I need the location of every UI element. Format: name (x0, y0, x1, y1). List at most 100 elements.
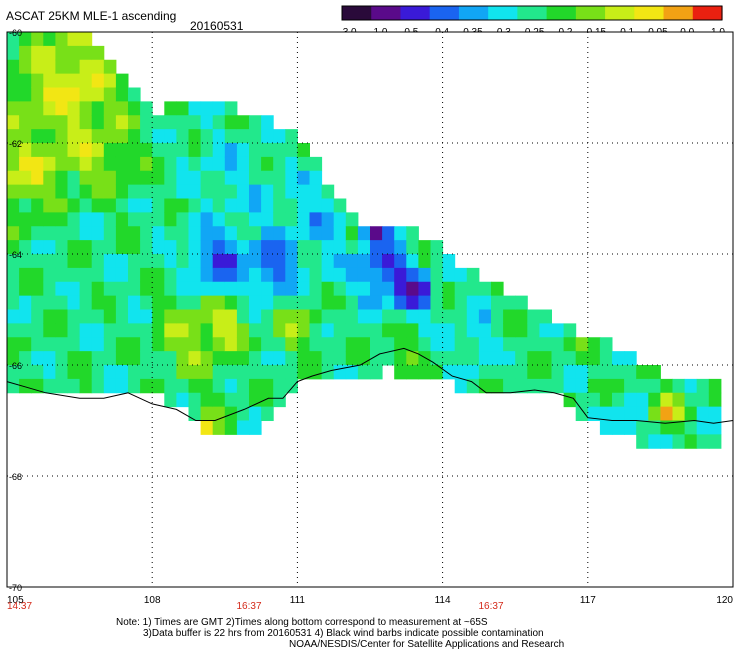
heatmap-cell (394, 281, 407, 297)
heatmap-cell (188, 406, 202, 422)
heatmap-cell (55, 212, 68, 227)
heatmap-cell (152, 115, 165, 130)
heatmap-cell (67, 101, 81, 116)
heatmap-cell (152, 281, 165, 297)
heatmap-cell (333, 212, 347, 227)
heatmap-cell (140, 254, 153, 269)
heatmap-cell (708, 434, 722, 449)
heatmap-cell (345, 254, 359, 269)
heatmap-cell (382, 309, 395, 324)
heatmap-cell (297, 365, 310, 380)
heatmap-cell (224, 156, 238, 172)
heatmap-cell (466, 365, 480, 380)
heatmap-cell (79, 198, 93, 213)
heatmap-cell (648, 365, 661, 380)
heatmap-cell (442, 351, 456, 366)
colorbar-swatch (342, 6, 372, 20)
heatmap-cell (79, 365, 93, 380)
heatmap-cell (115, 295, 129, 311)
heatmap-cell (31, 156, 44, 172)
heatmap-cell (309, 254, 323, 269)
heatmap-cell (624, 365, 637, 380)
heatmap-cell (31, 351, 44, 366)
heatmap-cell (212, 351, 226, 366)
heatmap-cell (176, 378, 189, 394)
heatmap-cell (503, 378, 516, 394)
heatmap-cell (55, 115, 68, 130)
heatmap-cell (91, 267, 105, 283)
heatmap-cell (285, 156, 298, 172)
heatmap-cell (79, 101, 93, 116)
heatmap-cell (478, 351, 492, 366)
heatmap-cell (188, 212, 202, 227)
heatmap-cell (19, 45, 32, 61)
heatmap-cell (345, 365, 359, 380)
heatmap-cell (261, 212, 274, 227)
heatmap-cell (466, 337, 480, 352)
heatmap-cell (115, 254, 129, 269)
heatmap-cell (103, 184, 117, 200)
heatmap-cell (273, 337, 286, 352)
heatmap-cell (503, 295, 516, 311)
heatmap-cell (103, 212, 117, 227)
heatmap-cell (188, 281, 202, 297)
heatmap-cell (708, 392, 722, 408)
heatmap-cell (285, 351, 298, 366)
heatmap-cell (164, 129, 177, 144)
heatmap-cell (599, 406, 613, 422)
heatmap-cell (575, 365, 589, 380)
heatmap-cell (466, 267, 480, 283)
heatmap-cell (152, 337, 165, 352)
heatmap-cell (249, 378, 262, 394)
heatmap-cell (224, 143, 238, 158)
heatmap-cell (115, 115, 129, 130)
heatmap-cell (636, 378, 649, 394)
heatmap-cell (297, 351, 310, 366)
heatmap-cell (430, 323, 444, 338)
heatmap-cell (430, 365, 444, 380)
heatmap-cell (273, 226, 286, 241)
heatmap-cell (128, 267, 141, 283)
heatmap-cell (31, 212, 44, 227)
heatmap-cell (7, 170, 20, 186)
heatmap-cell (224, 392, 238, 408)
heatmap-cell (236, 323, 250, 338)
heatmap-cell (115, 184, 129, 200)
heatmap-cell (31, 337, 44, 352)
heatmap-cell (19, 184, 32, 200)
heatmap-cell (212, 281, 226, 297)
heatmap-cell (188, 184, 202, 200)
heatmap-cell (43, 337, 56, 352)
heatmap-cell (140, 184, 153, 200)
heatmap-cell (660, 420, 673, 435)
heatmap-cell (67, 281, 81, 297)
heatmap-cell (31, 184, 44, 200)
heatmap-cell (128, 365, 141, 380)
heatmap-cell (696, 378, 710, 394)
heatmap-cell (478, 365, 492, 380)
heatmap-cell (636, 406, 649, 422)
heatmap-cell (224, 198, 238, 213)
heatmap-cell (128, 323, 141, 338)
heatmap-cell (224, 406, 238, 422)
heatmap-cell (345, 267, 359, 283)
heatmap-cell (212, 240, 226, 255)
heatmap-cell (67, 156, 81, 172)
heatmap-cell (515, 295, 528, 311)
heatmap-cell (551, 337, 565, 352)
heatmap-cell (91, 337, 105, 352)
heatmap-cell (212, 323, 226, 338)
heatmap-cell (297, 337, 310, 352)
heatmap-cell (79, 87, 93, 102)
heatmap-cell (357, 226, 371, 241)
heatmap-cell (67, 129, 81, 144)
heatmap-cell (43, 226, 56, 241)
heatmap-cell (152, 309, 165, 324)
heatmap-cell (648, 406, 661, 422)
heatmap-cell (273, 267, 286, 283)
heatmap-cell (418, 295, 431, 311)
heatmap-cell (19, 115, 32, 130)
heatmap-cell (55, 129, 68, 144)
heatmap-cell (406, 295, 419, 311)
heatmap-cell (128, 254, 141, 269)
